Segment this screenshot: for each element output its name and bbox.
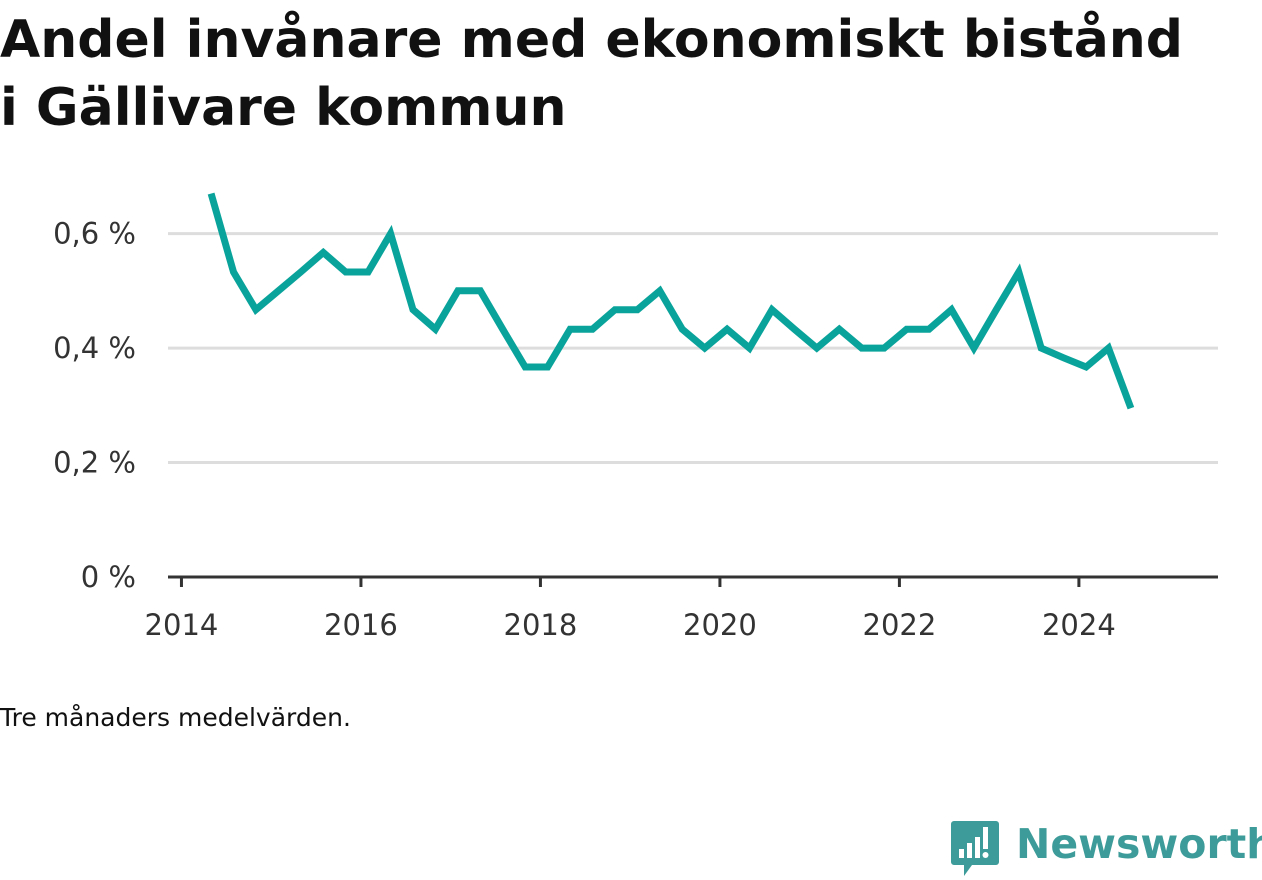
data-point	[368, 271, 369, 272]
data-point	[614, 309, 615, 310]
data-point	[951, 309, 952, 310]
data-point	[413, 309, 414, 310]
data-point	[525, 366, 526, 367]
data-point	[906, 329, 907, 330]
y-tick-label: 0,6 %	[53, 217, 136, 251]
data-point	[1041, 348, 1042, 349]
data-point	[682, 329, 683, 330]
x-tick-label: 2022	[863, 608, 937, 642]
data-point	[794, 329, 795, 330]
data-point	[659, 290, 660, 291]
data-point	[704, 348, 705, 349]
newsworthy-logo-icon	[951, 821, 999, 876]
data-point	[816, 348, 817, 349]
data-point	[345, 271, 346, 272]
x-tick-label: 2016	[324, 608, 398, 642]
data-point	[390, 233, 391, 234]
data-point	[1063, 357, 1064, 358]
data-point	[480, 290, 481, 291]
data-point	[570, 329, 571, 330]
data-point	[1130, 408, 1131, 409]
data-point	[435, 329, 436, 330]
y-tick-label: 0 %	[81, 560, 136, 594]
data-point	[1108, 348, 1109, 349]
data-point	[884, 348, 885, 349]
data-point	[839, 329, 840, 330]
y-tick-label: 0,4 %	[53, 331, 136, 365]
brand-logo[interactable]: Newsworthy	[950, 818, 1262, 880]
line-chart: 0 % 0,2 % 0,4 % 0,6 % 2014 2016 2018 2020 2022 20…	[53, 192, 1218, 642]
chart-title: Andel invånare med ekonomiskt bistånd i …	[0, 10, 1184, 138]
data-point	[929, 329, 930, 330]
data-point	[727, 329, 728, 330]
data-point	[973, 348, 974, 349]
data-point	[771, 309, 772, 310]
data-point	[861, 348, 862, 349]
data-point	[211, 193, 212, 194]
data-point	[457, 290, 458, 291]
x-tick-label: 2018	[504, 608, 578, 642]
data-point	[547, 366, 548, 367]
brand-name: Newsworthy	[1016, 820, 1262, 868]
chart-footnote: Tre månaders medelvärden.	[0, 703, 351, 732]
data-point	[1018, 271, 1019, 272]
data-point	[323, 252, 324, 253]
x-tick-label: 2014	[145, 608, 219, 642]
data-point	[996, 309, 997, 310]
data-point	[502, 329, 503, 330]
y-tick-label: 0,2 %	[53, 446, 136, 480]
data-point	[300, 271, 301, 272]
data-point	[278, 290, 279, 291]
data-point	[233, 271, 234, 272]
data-point	[255, 309, 256, 310]
x-tick-label: 2020	[683, 608, 757, 642]
data-point	[1086, 366, 1087, 367]
data-point	[749, 348, 750, 349]
data-point	[637, 309, 638, 310]
data-point	[592, 329, 593, 330]
series-line	[207, 192, 1135, 410]
x-tick-label: 2024	[1042, 608, 1116, 642]
